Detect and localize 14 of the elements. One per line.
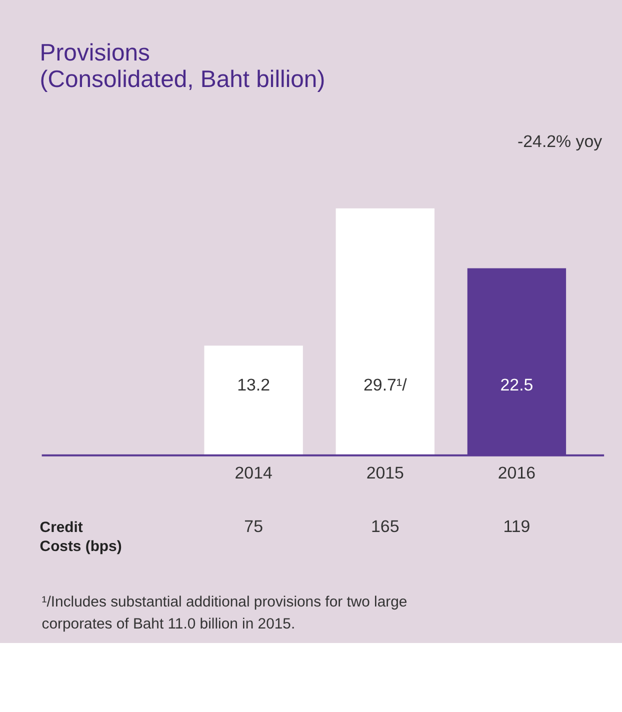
- chart-title: Provisions: [40, 39, 150, 66]
- chart-subtitle: (Consolidated, Baht billion): [40, 66, 326, 94]
- x-tick-label: 2016: [498, 464, 536, 483]
- text: ¹/Includes substantial additional provisions for two large corporates of Baht 11.0 billion in 2015.: [42, 594, 408, 633]
- text: 119: [503, 516, 530, 536]
- data-label: 22.5: [500, 376, 534, 395]
- text: -24.2% yoy: [518, 132, 603, 151]
- text: 75: [244, 516, 263, 536]
- data-label: 13.2: [237, 376, 270, 395]
- data-label: 29.7¹/: [364, 376, 408, 395]
- text: Credit Costs (bps): [40, 518, 122, 555]
- text: 165: [371, 516, 400, 536]
- x-tick-label: 2015: [366, 464, 404, 483]
- x-tick-label: 2014: [234, 464, 272, 483]
